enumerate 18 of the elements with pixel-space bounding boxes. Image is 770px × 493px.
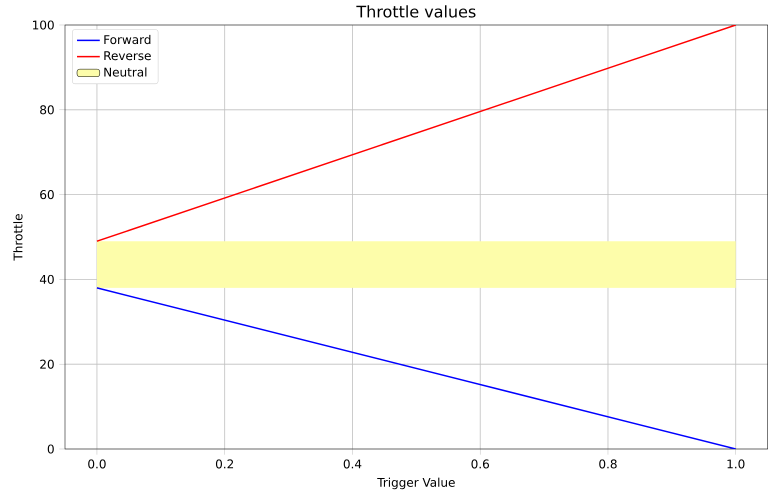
x-tick-label: 0.6 <box>471 459 490 468</box>
legend-label: Forward <box>104 34 150 44</box>
y-axis-title: Throttle <box>13 214 23 261</box>
y-tick-label: 0 <box>48 444 54 454</box>
legend-label: Neutral <box>104 67 146 77</box>
y-tick-label: 40 <box>40 274 54 284</box>
x-tick-label: 1.0 <box>728 459 744 468</box>
y-tick-label: 20 <box>40 360 54 369</box>
x-tick-label: 0.8 <box>599 459 617 468</box>
legend-label: Reverse <box>104 51 151 60</box>
x-tick-label: 0.0 <box>88 459 106 468</box>
x-tick-label: 0.4 <box>344 459 362 468</box>
x-axis-title: Trigger Value <box>377 478 455 490</box>
x-tick-label: 0.2 <box>216 459 234 468</box>
y-tick-label: 80 <box>40 105 54 114</box>
chart-title: Throttle values <box>356 5 476 18</box>
y-tick-label: 60 <box>40 190 54 200</box>
y-tick-label: 100 <box>33 20 54 30</box>
